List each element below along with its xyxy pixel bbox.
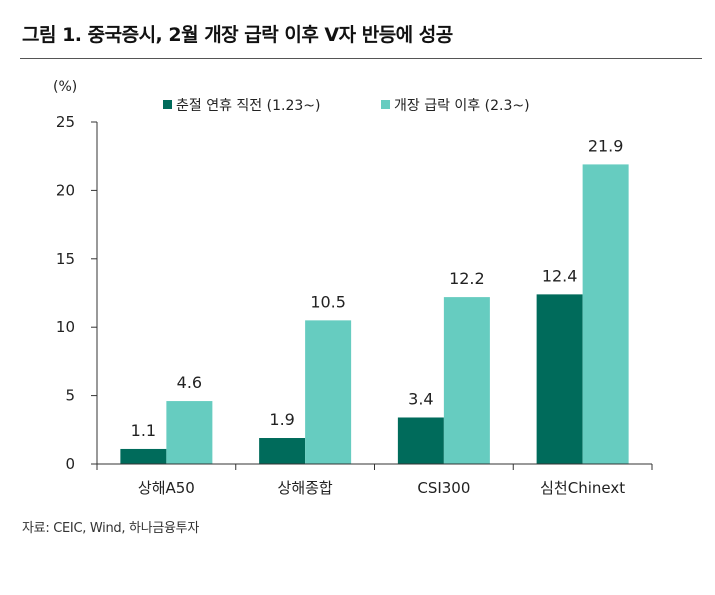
y-axis: 0 5 10 15 20 25: [56, 113, 98, 473]
x-tick-label: 상해종합: [278, 479, 333, 497]
y-tick-label: 0: [65, 455, 75, 473]
y-tick-label: 25: [56, 113, 75, 131]
legend: 춘절 연휴 직전 (1.23~) 개장 급락 이후 (2.3~): [163, 98, 530, 114]
bar-pre-holiday: [120, 448, 167, 464]
bar-value-label: 12.2: [449, 269, 485, 288]
bar-pre-holiday: [259, 438, 306, 464]
legend-label: 춘절 연휴 직전 (1.23~): [176, 98, 320, 114]
y-axis-label: (%): [53, 79, 77, 95]
bar-value-label: 4.6: [177, 373, 202, 392]
x-tick-label: 심천Chinext: [540, 479, 625, 497]
bar-pre-holiday: [397, 417, 444, 464]
x-tick-label: CSI300: [417, 479, 470, 497]
bars: 1.1 4.6 1.9 10.5 3.4 12.2 12.4 21.9: [120, 136, 629, 464]
x-tick-label: 상해A50: [138, 479, 195, 497]
y-tick-label: 5: [65, 387, 75, 405]
bar-value-label: 10.5: [310, 292, 346, 311]
bar-value-label: 1.9: [269, 410, 294, 429]
figure-title: 그림 1. 중국증시, 2월 개장 급락 이후 V자 반등에 성공: [22, 24, 453, 46]
bar-value-label: 21.9: [588, 136, 624, 155]
bar-value-label: 1.1: [131, 421, 156, 440]
bar-value-label: 3.4: [408, 389, 433, 408]
bar-pre-holiday: [536, 294, 583, 464]
x-axis: 상해A50 상해종합 CSI300 심천Chinext: [96, 463, 653, 497]
y-tick-label: 15: [56, 250, 75, 268]
bar-value-label: 12.4: [542, 266, 578, 285]
legend-label: 개장 급락 이후 (2.3~): [394, 98, 530, 114]
bar-post-reopen: [443, 297, 490, 464]
bar-post-reopen: [582, 164, 629, 464]
bar-post-reopen: [166, 401, 213, 464]
y-tick-label: 20: [56, 181, 75, 199]
source-note: 자료: CEIC, Wind, 하나금융투자: [22, 521, 199, 536]
title-divider: [20, 58, 702, 59]
legend-swatch: [163, 100, 172, 109]
y-tick-label: 10: [56, 318, 75, 336]
bar-post-reopen: [305, 320, 352, 464]
legend-swatch: [381, 100, 390, 109]
